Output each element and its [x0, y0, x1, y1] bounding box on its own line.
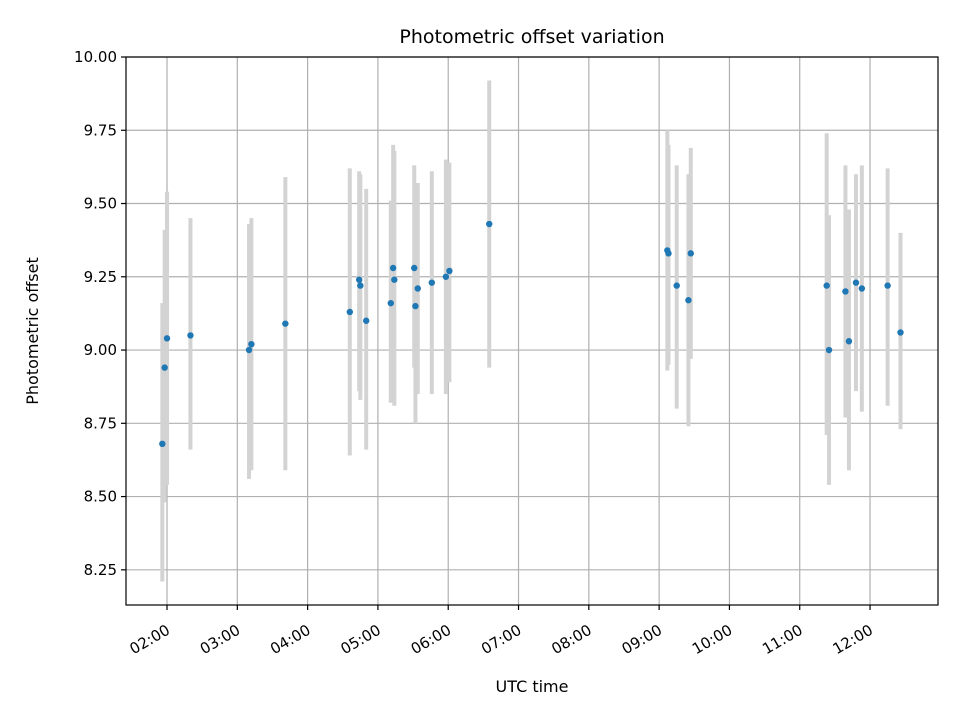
data-point [897, 329, 904, 336]
x-tick-label: 03:00 [197, 621, 243, 658]
y-tick-label: 8.25 [84, 561, 117, 579]
x-tick-label: 07:00 [478, 621, 524, 658]
x-tick-label: 11:00 [759, 621, 805, 658]
data-point [387, 299, 395, 307]
x-tick-label: 04:00 [267, 621, 313, 658]
x-tick-label: 10:00 [689, 621, 735, 658]
data-point [161, 364, 168, 371]
data-point [685, 297, 692, 304]
y-tick-label: 8.75 [84, 414, 117, 432]
data-point [389, 264, 397, 272]
data-point [823, 282, 830, 289]
data-point [673, 282, 680, 289]
data-point [858, 285, 866, 292]
data-point [346, 308, 353, 316]
data-point [665, 250, 672, 257]
data-point [446, 267, 453, 275]
data-point [391, 276, 398, 283]
data-point [357, 282, 364, 289]
y-tick-label: 10.00 [74, 48, 117, 66]
data-point [428, 279, 436, 286]
y-tick-label: 8.50 [84, 488, 117, 506]
data-point [159, 440, 166, 448]
x-tick-label: 08:00 [548, 621, 594, 658]
x-axis-label: UTC time [496, 677, 569, 696]
x-tick-label: 12:00 [830, 621, 876, 658]
data-point [842, 288, 849, 295]
y-axis: 8.25 8.50 8.75 9.00 9.25 9.50 9.75 10.00 [74, 48, 126, 579]
plot-background [126, 57, 938, 605]
data-point [845, 338, 853, 345]
data-point [412, 302, 419, 310]
data-point [248, 340, 255, 348]
x-tick-label: 02:00 [127, 621, 173, 658]
data-point [245, 346, 253, 354]
y-axis-label: Photometric offset [23, 257, 42, 405]
data-point [163, 335, 171, 342]
data-point [187, 332, 194, 339]
data-point [442, 273, 450, 280]
x-tick-label: 05:00 [337, 621, 383, 658]
data-point [486, 220, 493, 228]
data-point [884, 282, 891, 289]
y-tick-label: 9.25 [84, 268, 117, 286]
y-tick-label: 9.00 [84, 341, 117, 359]
data-point [282, 320, 289, 327]
y-tick-label: 9.75 [84, 121, 117, 139]
x-axis: 02:00 03:00 04:00 05:00 06:00 07:00 08:00 09:00… [127, 605, 876, 658]
data-point [825, 346, 833, 354]
data-points [159, 220, 904, 448]
data-point [363, 317, 370, 324]
data-point [411, 264, 418, 272]
data-point [355, 276, 363, 283]
x-tick-label: 06:00 [408, 621, 454, 658]
data-point [687, 250, 694, 257]
data-point [414, 285, 421, 292]
plot-frame [125, 56, 939, 606]
data-point [852, 279, 860, 286]
x-tick-label: 09:00 [619, 621, 665, 658]
chart-title: Photometric offset variation [399, 26, 664, 48]
y-tick-label: 9.50 [84, 195, 117, 213]
